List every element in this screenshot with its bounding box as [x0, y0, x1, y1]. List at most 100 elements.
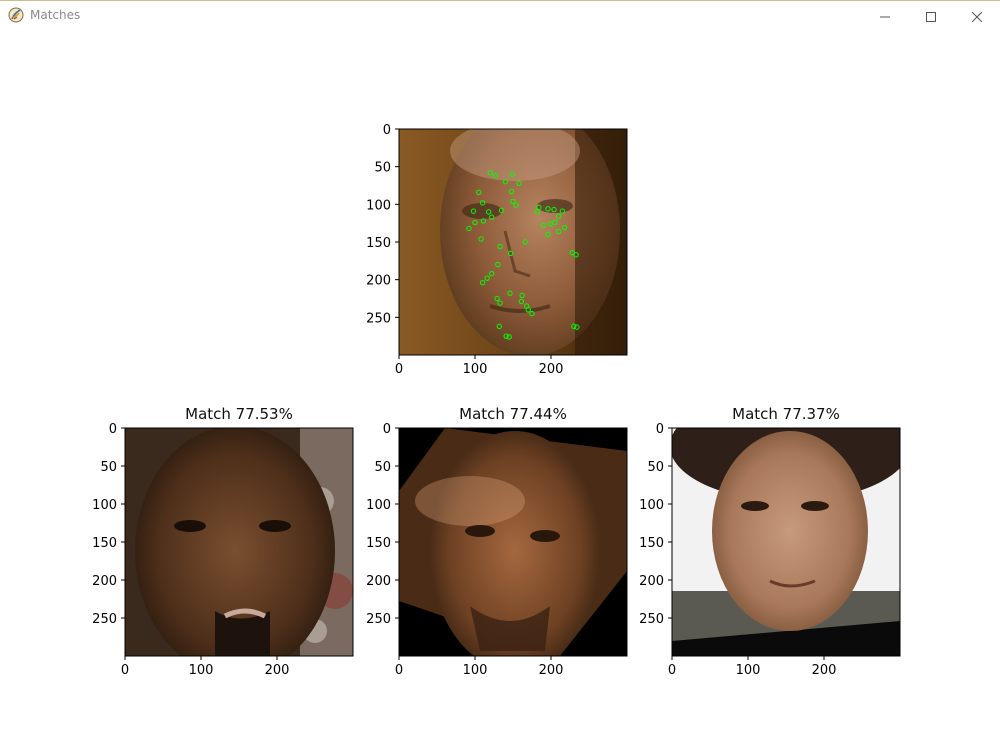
keypoint-marker [569, 249, 575, 256]
keypoint-marker [574, 324, 580, 330]
x-tick-label: 0 [395, 362, 403, 377]
x-tick-label: 0 [668, 663, 676, 678]
y-tick-label: 150 [92, 536, 117, 551]
keypoint-marker [529, 310, 535, 317]
y-tick-label: 0 [383, 123, 391, 138]
keypoint-marker [571, 323, 577, 330]
y-tick-label: 50 [374, 161, 391, 176]
x-tick-label: 200 [265, 663, 290, 678]
keypoint-marker [497, 243, 503, 250]
keypoint-marker [547, 221, 553, 227]
keypoint-marker [497, 300, 503, 306]
keypoint-marker [470, 208, 477, 214]
keypoint-marker [484, 275, 490, 281]
x-tick-label: 200 [539, 362, 564, 377]
keypoint-marker [513, 202, 519, 208]
keypoint-marker [510, 198, 516, 205]
x-tick-label: 100 [189, 663, 214, 678]
keypoint-marker [496, 323, 503, 330]
keypoint-marker [552, 219, 558, 226]
y-tick-label: 50 [100, 460, 117, 475]
keypoint-marker [509, 171, 515, 177]
keypoint-marker [489, 214, 495, 220]
y-tick-label: 100 [639, 498, 664, 513]
keypoint-marker [536, 204, 542, 211]
keypoint-marker [519, 292, 525, 299]
x-tick-label: 100 [736, 663, 761, 678]
maximize-icon [926, 12, 936, 22]
keypoint-marker [478, 236, 484, 242]
keypoint-marker [508, 250, 514, 257]
y-tick-label: 200 [92, 574, 117, 589]
y-tick-label: 0 [656, 422, 664, 437]
keypoint-marker [489, 270, 495, 277]
keypoint-marker [485, 209, 492, 215]
keypoint-marker [503, 333, 509, 339]
keypoint-marker [492, 173, 499, 179]
match-1-axis-ticks: 0 100 200 0 50 100 150 200 250 [92, 422, 289, 678]
x-tick-label: 0 [121, 663, 129, 678]
keypoint-marker [476, 189, 482, 195]
y-tick-label: 0 [383, 422, 391, 437]
y-tick-label: 150 [366, 536, 391, 551]
keypoint-marker [559, 208, 566, 214]
keypoint-marker [545, 231, 551, 238]
matplotlib-figure: Match 77.53% Match 77.44% Match 77.37% [0, 31, 1000, 736]
keypoint-marker [561, 224, 568, 231]
window-top-border [0, 0, 1000, 1]
subplot-title-match-1: Match 77.53% [185, 405, 293, 423]
keypoint-marker [502, 179, 509, 185]
keypoint-marker [540, 222, 547, 229]
keypoint-marker [516, 180, 522, 186]
match-3-axis-ticks: 0 100 200 0 50 100 150 200 250 [639, 422, 836, 678]
subplot-title-match-2: Match 77.44% [459, 405, 567, 423]
y-tick-label: 250 [366, 311, 391, 326]
keypoint-marker [495, 261, 501, 268]
keypoints-overlay [466, 169, 580, 340]
title-bar[interactable]: Matches [0, 1, 1000, 31]
y-tick-label: 250 [366, 612, 391, 627]
keypoint-marker [555, 228, 562, 235]
y-tick-label: 100 [366, 498, 391, 513]
keypoint-marker [525, 307, 531, 313]
keypoint-marker [518, 298, 525, 305]
close-button[interactable] [954, 2, 1000, 32]
keypoint-marker [479, 279, 486, 286]
minimize-button[interactable] [862, 2, 908, 32]
keypoint-marker [573, 252, 579, 258]
keypoint-marker [472, 219, 478, 226]
keypoint-marker [498, 207, 505, 214]
y-tick-label: 200 [639, 574, 664, 589]
y-tick-label: 150 [639, 536, 664, 551]
keypoint-marker [534, 209, 541, 215]
keypoint-marker [507, 290, 513, 296]
keypoint-marker [480, 218, 487, 224]
y-tick-label: 150 [366, 236, 391, 251]
keypoint-marker [551, 206, 557, 213]
keypoint-marker [466, 225, 472, 232]
keypoint-marker [555, 213, 562, 220]
y-tick-label: 200 [366, 274, 391, 289]
keypoint-marker [508, 188, 515, 195]
y-tick-label: 0 [109, 422, 117, 437]
match-2-face-image [399, 428, 627, 656]
window-title: Matches [30, 8, 81, 22]
subplot-title-match-3: Match 77.37% [732, 405, 840, 423]
x-tick-label: 100 [463, 663, 488, 678]
close-icon [972, 12, 982, 22]
y-tick-label: 250 [92, 612, 117, 627]
y-tick-label: 200 [366, 574, 391, 589]
match-2-axis-ticks: 0 100 200 0 50 100 150 200 250 [366, 422, 563, 678]
query-axis-ticks: 0 100 200 0 50 100 150 200 250 [366, 123, 563, 377]
keypoint-marker [545, 206, 551, 212]
match-3-face-image [672, 428, 900, 656]
x-tick-label: 200 [539, 663, 564, 678]
keypoint-marker [487, 169, 493, 176]
y-tick-label: 100 [366, 198, 391, 213]
query-face-image [399, 129, 627, 355]
y-tick-label: 50 [647, 460, 664, 475]
y-tick-label: 250 [639, 612, 664, 627]
x-tick-label: 0 [395, 663, 403, 678]
maximize-button[interactable] [908, 2, 954, 32]
minimize-icon [880, 16, 890, 18]
